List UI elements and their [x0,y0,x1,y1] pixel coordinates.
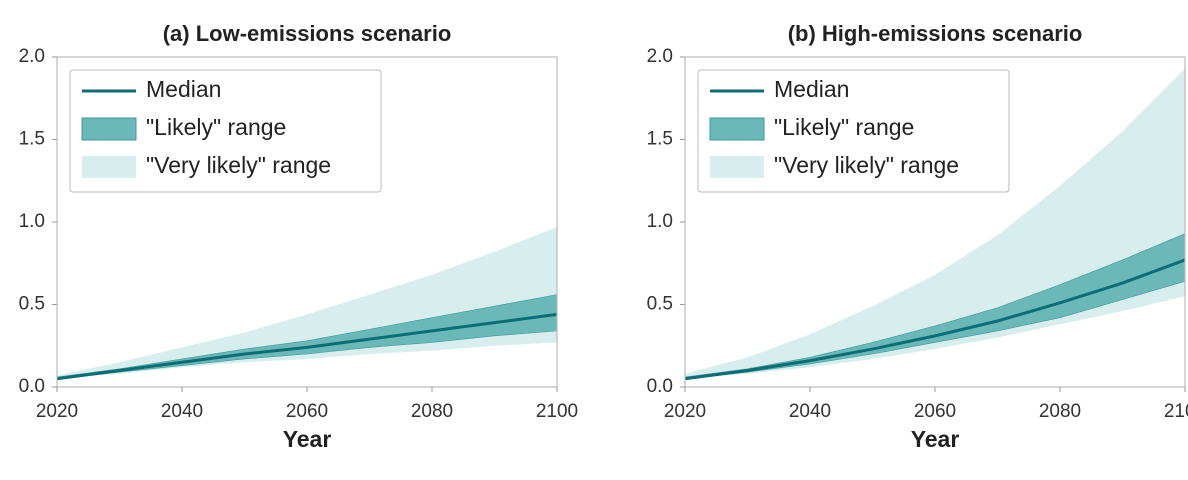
legend-swatch [81,117,137,141]
y-tick-label: 1.5 [19,129,45,150]
legend-label: "Likely" range [774,114,914,140]
legend-label: "Very likely" range [146,152,331,178]
y-tick-label: 0.0 [19,376,45,397]
legend-label: "Likely" range [146,114,286,140]
legend-box [69,69,382,193]
median-line [684,258,1186,381]
legend-swatch [709,117,765,141]
x-tick-label: 2020 [664,401,706,422]
x-tick-label: 2040 [161,401,203,422]
legend-box [697,69,1010,193]
x-tick-label: 2040 [789,401,831,422]
panel: (b) High-emissions scenario Year 0.0 0.5 1.0… [647,21,1188,452]
legend-label: Median [774,76,849,102]
chart-title: (a) Low-emissions scenario [163,21,452,46]
x-axis-label: Year [911,426,960,452]
legend-label: "Very likely" range [774,152,959,178]
x-tick-label: 2080 [411,401,453,422]
panel: (a) Low-emissions scenario Year 0.0 0.5 1.0 1… [19,21,579,452]
legend-swatch [710,156,764,178]
x-tick-label: 2020 [36,401,78,422]
x-tick-label: 2080 [1039,401,1081,422]
x-tick-label: 2100 [1164,401,1188,422]
chart-title: (b) High-emissions scenario [788,21,1083,46]
y-tick-label: 1.5 [647,129,673,150]
y-tick-label: 0.5 [19,294,45,315]
y-tick-label: 1.0 [647,211,673,232]
median-line [56,312,558,381]
legend-swatch [82,156,136,178]
x-tick-label: 2100 [536,401,578,422]
x-axis-label: Year [283,426,332,452]
y-tick-label: 0.5 [647,294,673,315]
x-tick-label: 2060 [286,401,328,422]
legend-label: Median [146,76,221,102]
y-tick-label: 2.0 [19,46,45,67]
y-tick-label: 1.0 [19,211,45,232]
y-tick-label: 0.0 [647,376,673,397]
y-tick-label: 2.0 [647,46,673,67]
range-band [57,226,557,379]
x-tick-label: 2060 [914,401,956,422]
